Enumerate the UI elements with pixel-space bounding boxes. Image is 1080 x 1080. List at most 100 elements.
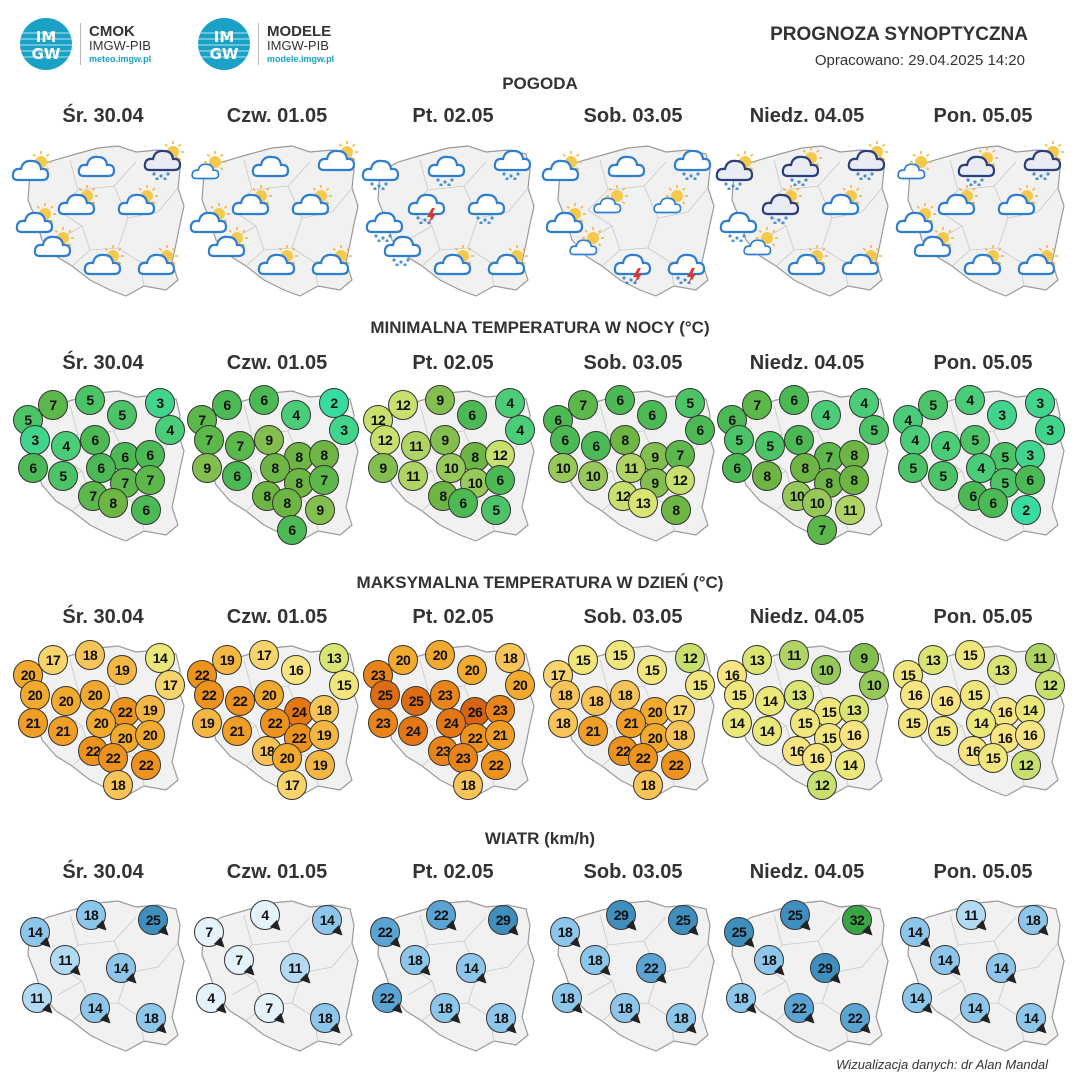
min-temp-marker: 2	[1011, 495, 1041, 525]
min-temp-marker: 4	[811, 400, 841, 430]
max-temp-marker: 17	[249, 640, 279, 670]
partly-cloudy-light-icon	[184, 150, 230, 190]
partly-cloudy-icon	[996, 184, 1042, 224]
partly-cloudy-light-icon	[646, 184, 692, 224]
rain-icon	[360, 150, 406, 191]
wind-speed-marker: 14	[106, 953, 136, 983]
max-temp-marker: 18	[453, 770, 483, 800]
max-temp-marker: 23	[430, 680, 460, 710]
wind-speed-marker: 18	[136, 1003, 166, 1033]
day-label: Śr. 30.04	[62, 606, 144, 628]
max-temp-marker: 21	[18, 708, 48, 738]
logo-name: MODELE	[267, 22, 332, 40]
rain-icon	[364, 202, 410, 243]
wind-speed-marker: 18	[310, 1003, 340, 1033]
wind-speed-marker: 14	[1016, 1003, 1046, 1033]
max-temp-marker: 15	[605, 640, 635, 670]
day-label: Śr. 30.04	[62, 105, 144, 127]
max-temp-marker: 13	[918, 645, 948, 675]
max-temp-marker: 11	[1025, 643, 1055, 673]
min-temp-marker: 12	[485, 440, 515, 470]
min-temp-marker: 3	[20, 425, 50, 455]
logo-org: IMGW-PIB	[89, 38, 151, 54]
max-temp-marker: 16	[281, 655, 311, 685]
partly-cloudy-icon	[290, 184, 336, 224]
page-title: PROGNOZA SYNOPTYCZNA	[770, 24, 1028, 45]
max-temp-marker: 22	[661, 750, 691, 780]
day-label: Niedz. 04.05	[749, 606, 865, 628]
max-temp-marker: 15	[329, 670, 359, 700]
rain-icon	[426, 146, 472, 187]
wind-speed-marker: 18	[486, 1003, 516, 1033]
max-temp-marker: 23	[363, 660, 393, 690]
min-temp-marker: 5	[675, 388, 705, 418]
wind-speed-marker: 22	[840, 1003, 870, 1033]
partly-cloudy-light-icon	[586, 184, 632, 224]
tmax-map: 17 15 15 15 12 15 18 18 18 20 17 18 21 21 20 18 22 22 22 18	[543, 640, 718, 805]
min-temp-marker: 5	[859, 415, 889, 445]
partly-cloudy-icon	[230, 184, 276, 224]
rain-cloud-icon	[760, 184, 806, 225]
min-temp-marker: 6	[605, 385, 635, 415]
min-temp-marker: 7	[225, 431, 255, 461]
max-temp-marker: 18	[103, 770, 133, 800]
imgw-badge-icon: IM GW	[20, 18, 72, 70]
max-temp-marker: 18	[495, 643, 525, 673]
rain-cloud-icon	[142, 140, 188, 181]
max-temp-marker: 20	[51, 686, 81, 716]
min-temp-marker: 12	[370, 425, 400, 455]
min-temp-marker: 5	[898, 453, 928, 483]
thunderstorm-icon	[612, 244, 658, 285]
partly-cloudy-icon	[32, 226, 78, 266]
rain-icon	[718, 202, 764, 243]
max-temp-marker: 15	[960, 680, 990, 710]
max-temp-marker: 20	[254, 680, 284, 710]
day-label: Niedz. 04.05	[749, 105, 865, 127]
max-temp-marker: 22	[628, 743, 658, 773]
logo-url[interactable]: modele.imgw.pl	[267, 53, 335, 64]
max-temp-marker: 18	[610, 680, 640, 710]
max-temp-marker: 16	[839, 720, 869, 750]
wind-speed-marker: 18	[400, 945, 430, 975]
max-temp-marker: 15	[724, 680, 754, 710]
wind-speed-marker: 22	[636, 953, 666, 983]
min-temp-marker: 7	[309, 465, 339, 495]
partly-cloudy-icon	[56, 184, 102, 224]
modele-logo[interactable]: IM GW MODELE IMGW-PIB modele.imgw.pl	[198, 18, 334, 70]
max-temp-marker: 14	[722, 708, 752, 738]
cmok-logo[interactable]: IM GW CMOK IMGW-PIB meteo.imgw.pl	[20, 18, 151, 70]
max-temp-marker: 20	[388, 645, 418, 675]
min-temp-marker: 11	[401, 431, 431, 461]
poland-outline	[201, 145, 359, 297]
min-temp-marker: 6	[581, 431, 611, 461]
day-label: Czw. 01.05	[226, 352, 328, 374]
day-label: Sob. 03.05	[583, 105, 683, 127]
min-temp-marker: 9	[305, 495, 335, 525]
min-temp-marker: 5	[960, 425, 990, 455]
poland-outline	[27, 145, 185, 297]
cloudy-icon	[76, 146, 122, 186]
max-temp-marker: 16	[802, 743, 832, 773]
day-label: Pon. 05.05	[933, 352, 1033, 374]
max-temp-marker: 18	[75, 640, 105, 670]
max-temp-marker: 15	[568, 645, 598, 675]
min-temp-marker: 6	[212, 390, 242, 420]
partly-cloudy-icon	[14, 202, 60, 242]
rain-icon	[382, 226, 428, 267]
wind-speed-marker: 25	[724, 917, 754, 947]
wind-speed-marker: 14	[930, 945, 960, 975]
partly-cloudy-icon	[912, 226, 958, 266]
max-temp-marker: 17	[277, 770, 307, 800]
partly-cloudy-icon	[256, 244, 302, 284]
day-label: Czw. 01.05	[226, 861, 328, 883]
min-temp-marker: 7	[742, 390, 772, 420]
day-label: Sob. 03.05	[583, 861, 683, 883]
day-label: Pt. 02.05	[412, 861, 494, 883]
min-temp-marker: 7	[194, 425, 224, 455]
day-label: Śr. 30.04	[62, 352, 144, 374]
logo-url[interactable]: meteo.imgw.pl	[89, 53, 152, 64]
min-temp-marker: 5	[755, 431, 785, 461]
max-temp-marker: 15	[978, 743, 1008, 773]
day-label: Pon. 05.05	[933, 606, 1033, 628]
max-temp-marker: 18	[548, 708, 578, 738]
